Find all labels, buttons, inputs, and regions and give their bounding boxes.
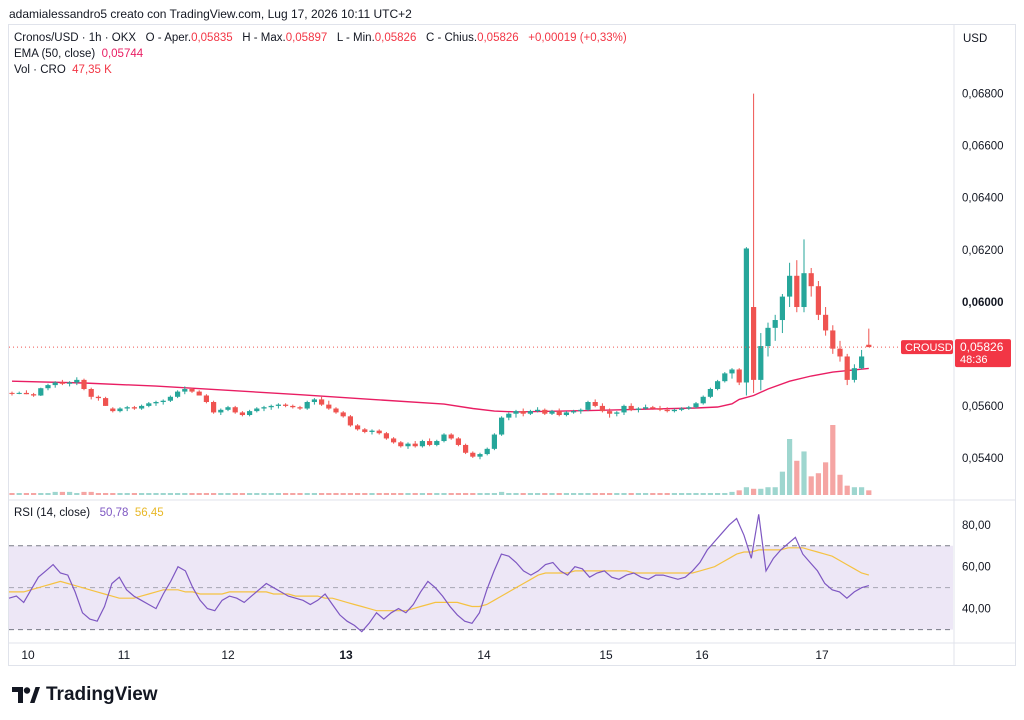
attribution-text: adamialessandro5 creato con TradingView.…	[9, 7, 412, 21]
rsi-value: 50,78	[99, 507, 129, 519]
tradingview-logo[interactable]: TradingView	[12, 684, 158, 706]
rsi-legend[interactable]: RSI (14, close) 50,78 56,45	[14, 507, 164, 519]
volume-label: Vol · CRO	[14, 64, 66, 76]
chart-frame	[8, 24, 1016, 666]
low-label: L - Min.	[336, 32, 375, 44]
ema-value: 0,05744	[101, 48, 144, 60]
close-label: C - Chius.	[425, 32, 478, 44]
ema-label: EMA (50, close)	[14, 48, 96, 60]
open-value: 0,05835	[191, 32, 233, 44]
brand-name: TradingView	[46, 684, 158, 705]
high-label: H - Max.	[242, 32, 286, 44]
volume-value: 47,35 K	[72, 64, 112, 76]
tradingview-icon	[12, 687, 40, 703]
low-value: 0,05826	[374, 32, 417, 44]
rsi-label: RSI (14, close)	[14, 507, 91, 519]
rsi-ma-value: 56,45	[134, 507, 164, 519]
symbol-label[interactable]: Cronos/USD · 1h · OKX	[14, 32, 137, 44]
close-value: 0,05826	[477, 32, 519, 44]
change-value: +0,00019 (+0,33%)	[528, 32, 627, 44]
high-value: 0,05897	[285, 32, 328, 44]
currency-button[interactable]: USD	[963, 33, 988, 45]
ema-legend[interactable]: EMA (50, close) 0,05744	[14, 48, 143, 60]
ohlc-legend: Cronos/USD · 1h · OKX O - Aper.0,05835 H…	[14, 32, 627, 44]
open-label: O - Aper.	[145, 32, 192, 44]
volume-legend[interactable]: Vol · CRO 47,35 K	[14, 64, 112, 76]
